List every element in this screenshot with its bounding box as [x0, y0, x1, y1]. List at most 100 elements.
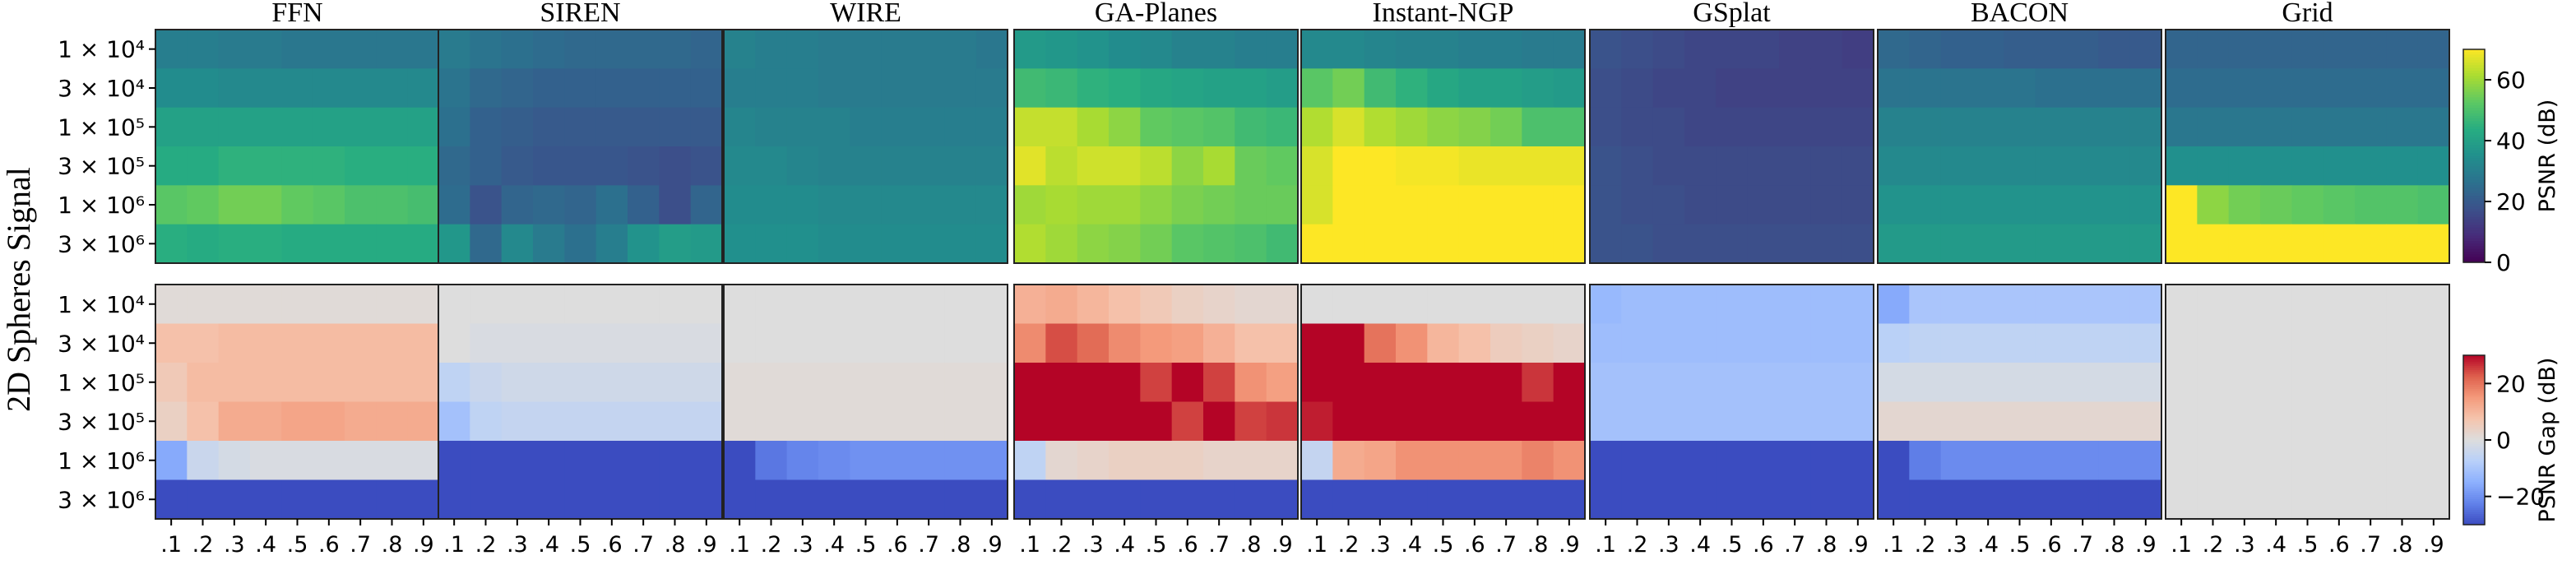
psnr-cell — [1909, 185, 1942, 225]
psnr-cell — [755, 107, 788, 147]
psnr-cell — [2004, 30, 2036, 69]
psnr-cell — [407, 146, 440, 186]
gap-cell — [218, 323, 251, 363]
x-tick-label: .2 — [1338, 532, 1360, 558]
x-tick-label: .5 — [1721, 532, 1743, 558]
colorbar-segment — [2463, 459, 2485, 462]
gap-cell — [533, 285, 565, 325]
colorbar-segment — [2463, 419, 2485, 422]
gap-cell — [786, 363, 819, 403]
y-tick-label: 3 × 10⁴ — [58, 75, 145, 102]
psnr-cell — [1621, 107, 1654, 147]
gap-cell — [1779, 363, 1811, 403]
psnr-cell — [564, 30, 597, 69]
psnr-cell — [2166, 30, 2198, 69]
psnr-cell — [1490, 224, 1522, 264]
gap-cell — [345, 323, 377, 363]
colorbar-segment — [2463, 363, 2485, 367]
psnr-cell — [564, 146, 597, 186]
colorbar-segment — [2463, 456, 2485, 460]
psnr-cell — [2355, 68, 2387, 109]
gap-cell — [187, 323, 220, 363]
gap-cell — [1553, 441, 1586, 481]
x-tick-label: .8 — [2104, 532, 2125, 558]
gap-cell — [1427, 323, 1460, 363]
gap-cell — [1109, 285, 1141, 325]
gap-cell — [313, 323, 345, 363]
colorbar-segment — [2463, 190, 2485, 194]
gap-cell — [438, 479, 470, 520]
psnr-cell — [1779, 107, 1811, 147]
colorbar-segment — [2463, 400, 2485, 403]
gap-cell — [1427, 401, 1460, 442]
psnr-cell — [944, 224, 977, 264]
x-tick-label: .6 — [1177, 532, 1198, 558]
psnr-cell — [690, 68, 723, 109]
gap-cell — [470, 479, 503, 520]
psnr-cell — [1427, 185, 1460, 225]
psnr-cell — [218, 185, 251, 225]
psnr-cell — [1332, 107, 1365, 147]
gap-cell — [1621, 401, 1654, 442]
psnr-cell — [975, 146, 1008, 186]
psnr-cell — [975, 68, 1008, 109]
psnr-cell — [2355, 185, 2387, 225]
psnr-cell — [2417, 146, 2450, 186]
y-tick-label: 3 × 10⁶ — [58, 230, 145, 257]
psnr-cell — [850, 30, 883, 69]
gap-cell — [1842, 479, 1874, 520]
gap-cell — [2129, 323, 2162, 363]
psnr-cell — [818, 146, 850, 186]
psnr-cell — [786, 224, 819, 264]
psnr-cell — [1652, 224, 1685, 264]
gap-cell — [2035, 479, 2068, 520]
x-tick-label: .6 — [2041, 532, 2062, 558]
gap-cell — [250, 285, 282, 325]
psnr-cell — [218, 68, 251, 109]
colorbar-segment — [2463, 203, 2485, 207]
gap-cell — [1396, 323, 1428, 363]
gap-cell — [786, 479, 819, 520]
psnr-cell — [2228, 68, 2261, 109]
gap-cell — [1590, 285, 1622, 325]
psnr-cell — [438, 30, 470, 69]
psnr-cell — [533, 107, 565, 147]
y-tick-label: 1 × 10⁶ — [58, 192, 145, 219]
gap-cell — [1522, 401, 1554, 442]
psnr-cell — [755, 185, 788, 225]
colorbar-segment — [2463, 368, 2485, 371]
colorbar-segment — [2463, 465, 2485, 469]
colorbar-segment — [2463, 431, 2485, 434]
psnr-cell — [818, 185, 850, 225]
psnr-cell — [690, 146, 723, 186]
gap-cell — [913, 323, 945, 363]
gap-cell — [1842, 323, 1874, 363]
y-tick-label: 1 × 10⁴ — [58, 36, 145, 63]
gap-cell — [1810, 323, 1843, 363]
psnr-cell — [1972, 30, 2004, 69]
gap-cell — [628, 285, 660, 325]
psnr-cell — [376, 30, 409, 69]
gap-cell — [187, 441, 220, 481]
gap-cell — [659, 285, 692, 325]
psnr-cell — [1842, 224, 1874, 264]
colorbar-segment — [2463, 376, 2485, 379]
psnr-cell — [2166, 68, 2198, 109]
colorbar-segment — [2463, 397, 2485, 400]
gap-cell — [1171, 441, 1204, 481]
gap-cell — [470, 323, 503, 363]
psnr-cell — [2035, 107, 2068, 147]
psnr-cell — [2067, 107, 2099, 147]
colorbar-segment — [2463, 182, 2485, 186]
gap-cell — [2323, 441, 2356, 481]
psnr-cell — [2129, 30, 2162, 69]
colorbar-segment — [2463, 499, 2485, 502]
gap-cell — [281, 479, 314, 520]
psnr-cell — [1684, 107, 1717, 147]
psnr-cell — [1235, 68, 1267, 109]
psnr-cell — [628, 68, 660, 109]
colorbar-segment — [2463, 452, 2485, 456]
psnr-cell — [250, 68, 282, 109]
psnr-cell — [564, 224, 597, 264]
psnr-cell — [1842, 68, 1874, 109]
